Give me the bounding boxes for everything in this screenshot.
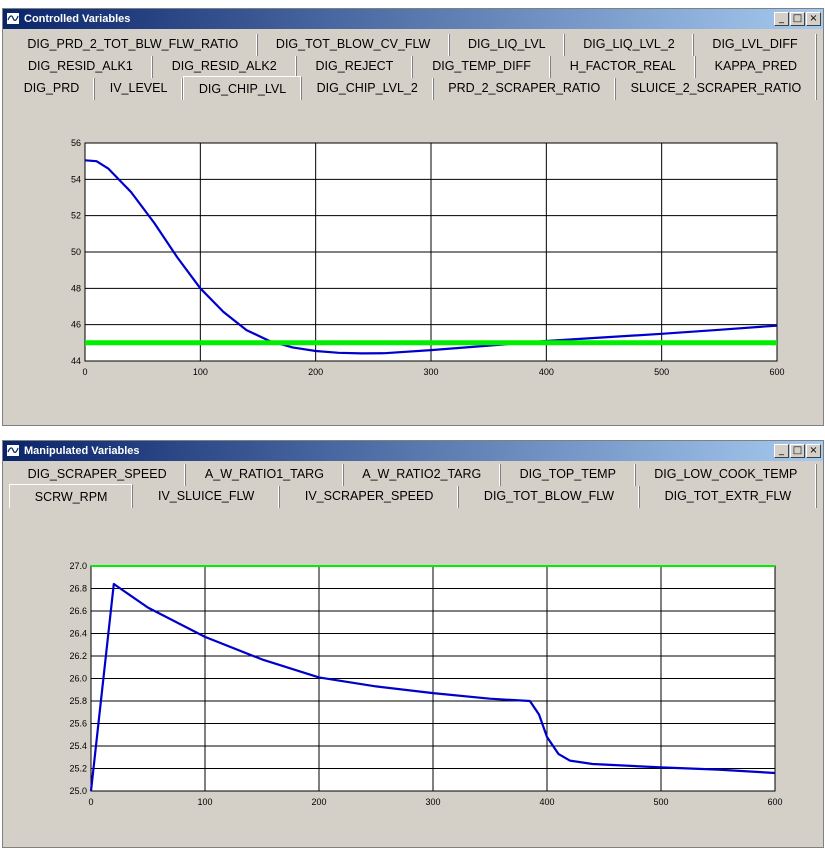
tab-prd-2-scraper-ratio[interactable]: PRD_2_SCRAPER_RATIO (434, 78, 616, 100)
tab-dig-scraper-speed[interactable]: DIG_SCRAPER_SPEED (9, 464, 187, 486)
tab-dig-reject[interactable]: DIG_REJECT (297, 56, 414, 78)
y-tick-label: 26.6 (69, 606, 87, 616)
tab-dig-liq-lvl[interactable]: DIG_LIQ_LVL (450, 34, 565, 56)
tab-row: DIG_RESID_ALK1 DIG_RESID_ALK2 DIG_REJECT DI… (9, 56, 818, 78)
x-tick-label: 500 (654, 367, 669, 377)
tab-dig-tot-extr-flw[interactable]: DIG_TOT_EXTR_FLW (640, 486, 817, 508)
trend-line (84, 159, 778, 355)
close-button[interactable]: × (806, 444, 821, 458)
y-tick-label: 27.0 (69, 561, 87, 571)
x-tick-label: 200 (311, 797, 326, 807)
x-tick-label: 600 (769, 367, 784, 377)
y-tick-label: 26.4 (69, 629, 87, 639)
maximize-button[interactable]: □ (790, 12, 805, 26)
y-tick-label: 56 (71, 138, 81, 148)
tab-dig-prd[interactable]: DIG_PRD (9, 78, 96, 100)
tab-dig-lvl-diff[interactable]: DIG_LVL_DIFF (694, 34, 817, 56)
controlled-variable-chart: 0 100 200 300 400 500 600 44 46 48 50 52 54 56 (71, 138, 785, 382)
trend-line (89, 582, 776, 792)
tab-scrw-rpm[interactable]: SCRW_RPM (9, 484, 134, 508)
tab-dig-resid-alk2[interactable]: DIG_RESID_ALK2 (153, 56, 297, 78)
x-tick-label: 400 (539, 367, 554, 377)
minimize-button[interactable]: _ (774, 12, 789, 26)
manipulated-variables-titlebar[interactable]: Manipulated Variables _ □ × (3, 441, 823, 461)
y-tick-label: 50 (71, 247, 81, 257)
y-tick-label: 48 (71, 283, 81, 293)
y-tick-label: 25.2 (69, 764, 87, 774)
manipulated-variable-chart: 0 100 200 300 400 500 600 25.0 25.2 25.4 25.6 25.8 2… (69, 560, 783, 807)
tab-row: SCRW_RPM IV_SLUICE_FLW IV_SCRAPER_SPEED DIG… (9, 484, 817, 508)
x-tick-label: 300 (425, 797, 440, 807)
tab-dig-resid-alk1[interactable]: DIG_RESID_ALK1 (9, 56, 153, 78)
y-tick-label: 25.4 (69, 741, 87, 751)
x-tick-label: 400 (539, 797, 554, 807)
tab-dig-top-temp[interactable]: DIG_TOP_TEMP (501, 464, 636, 486)
y-tick-label: 46 (71, 320, 81, 330)
maximize-button[interactable]: □ (790, 444, 805, 458)
tab-a-w-ratio2-targ[interactable]: A_W_RATIO2_TARG (344, 464, 501, 486)
y-tick-label: 54 (71, 174, 81, 184)
tab-dig-chip-lvl[interactable]: DIG_CHIP_LVL (183, 76, 302, 100)
x-tick-label: 500 (653, 797, 668, 807)
tab-a-w-ratio1-targ[interactable]: A_W_RATIO1_TARG (186, 464, 344, 486)
x-tick-label: 0 (88, 797, 93, 807)
y-tick-label: 26.8 (69, 584, 87, 594)
tab-row: DIG_PRD IV_LEVEL DIG_CHIP_LVL DIG_CHIP_LVL_… (9, 76, 817, 100)
x-tick-label: 100 (193, 367, 208, 377)
x-tick-label: 300 (423, 367, 438, 377)
tab-iv-sluice-flw[interactable]: IV_SLUICE_FLW (133, 486, 281, 508)
tab-kappa-pred[interactable]: KAPPA_PRED (696, 56, 818, 78)
controlled-variables-window: Controlled Variables _ □ × DIG_PRD_2_TOT… (2, 8, 824, 426)
y-tick-label: 25.8 (69, 696, 87, 706)
tab-iv-scraper-speed[interactable]: IV_SCRAPER_SPEED (280, 486, 460, 508)
tab-sluice-2-scraper-ratio[interactable]: SLUICE_2_SCRAPER_RATIO (616, 78, 817, 100)
manipulated-variables-window: Manipulated Variables _ □ × DIG_SCRAPER_… (2, 440, 824, 848)
tab-h-factor-real[interactable]: H_FACTOR_REAL (551, 56, 696, 78)
tab-row: DIG_PRD_2_TOT_BLW_FLW_RATIO DIG_TOT_BLOW_… (9, 34, 817, 56)
chart-window-icon (6, 12, 20, 25)
y-tick-label: 25.0 (69, 786, 87, 796)
x-tick-label: 100 (197, 797, 212, 807)
x-tick-label: 600 (767, 797, 782, 807)
y-tick-label: 25.6 (69, 719, 87, 729)
tab-iv-level[interactable]: IV_LEVEL (95, 78, 184, 100)
controlled-variables-titlebar[interactable]: Controlled Variables _ □ × (3, 9, 823, 29)
tab-row: DIG_SCRAPER_SPEED A_W_RATIO1_TARG A_W_RATI… (9, 464, 818, 486)
tab-dig-low-cook-temp[interactable]: DIG_LOW_COOK_TEMP (636, 464, 818, 486)
y-tick-label: 44 (71, 356, 81, 366)
tab-dig-prd-2-tot-blw-flw-ratio[interactable]: DIG_PRD_2_TOT_BLW_FLW_RATIO (9, 34, 258, 56)
window-title: Controlled Variables (24, 13, 131, 25)
y-tick-label: 26.0 (69, 674, 87, 684)
tab-dig-chip-lvl-2[interactable]: DIG_CHIP_LVL_2 (302, 78, 434, 100)
close-button[interactable]: × (806, 12, 821, 26)
controlled-variable-tabs: DIG_PRD_2_TOT_BLW_FLW_RATIO DIG_TOT_BLOW_… (9, 34, 818, 100)
y-tick-label: 52 (71, 211, 81, 221)
tab-dig-liq-lvl-2[interactable]: DIG_LIQ_LVL_2 (565, 34, 695, 56)
y-tick-label: 26.2 (69, 651, 87, 661)
x-tick-label: 0 (82, 367, 87, 377)
x-tick-label: 200 (308, 367, 323, 377)
tab-dig-tot-blow-cv-flw[interactable]: DIG_TOT_BLOW_CV_FLW (258, 34, 450, 56)
window-title: Manipulated Variables (24, 445, 140, 457)
manipulated-variable-tabs: DIG_SCRAPER_SPEED A_W_RATIO1_TARG A_W_RATI… (9, 464, 818, 508)
minimize-button[interactable]: _ (774, 444, 789, 458)
chart-window-icon (6, 444, 20, 457)
tab-dig-temp-diff[interactable]: DIG_TEMP_DIFF (413, 56, 551, 78)
tab-dig-tot-blow-flw[interactable]: DIG_TOT_BLOW_FLW (459, 486, 640, 508)
